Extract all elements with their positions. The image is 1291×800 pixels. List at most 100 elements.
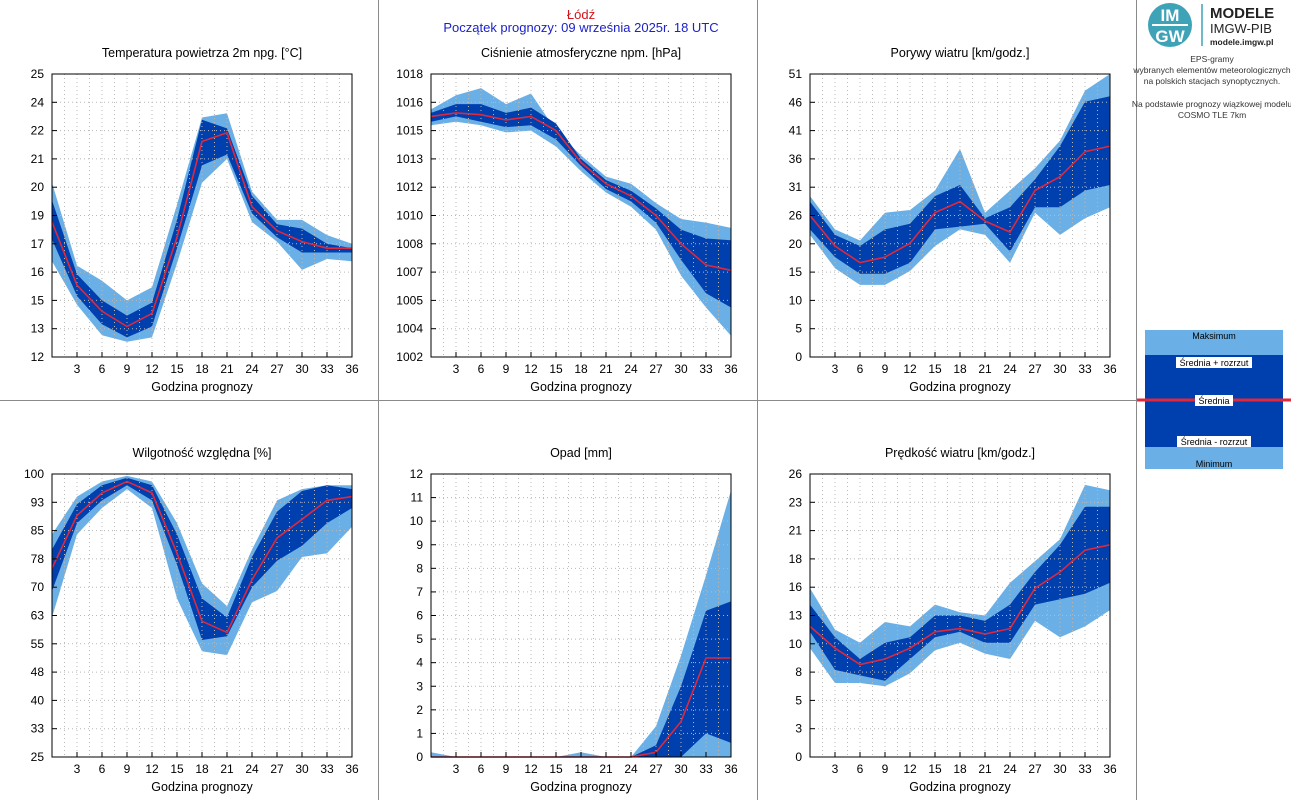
x-tick-label: 3 [453,762,460,776]
legend-min-label: Minimum [1196,459,1233,469]
chart-3: Porywy wiatru [km/godz.]3 6 9 12 15 18 21 24 27 3… [789,46,1117,394]
y-tick-label: 22 [31,124,45,138]
y-tick-label: 5 [416,632,423,646]
x-tick-label: 6 [857,362,864,376]
chart-4: Wilgotność względna [%]3 6 9 12 15 18 21 24 27 30… [24,446,359,794]
y-tick-label: 5 [795,693,802,707]
y-tick-label: 15 [789,265,803,279]
y-tick-label: 8 [795,665,802,679]
x-tick-label: 21 [220,362,234,376]
y-tick-label: 19 [31,209,45,223]
y-tick-label: 21 [31,152,45,166]
x-axis-label: Godzina prognozy [530,780,632,794]
x-axis-label: Godzina prognozy [909,380,1011,394]
y-tick-label: 1005 [396,293,423,307]
y-tick-label: 13 [31,322,45,336]
y-tick-label: 51 [789,67,803,81]
y-tick-label: 3 [416,679,423,693]
chart-5: Opad [mm]3 6 9 12 15 18 21 24 27 30 33 360123456789… [410,446,738,794]
chart-title: Prędkość wiatru [km/godz.] [885,446,1035,460]
x-tick-label: 12 [145,762,159,776]
info-line5: COSMO TLE 7km [1178,110,1246,120]
x-tick-label: 33 [1078,762,1092,776]
y-tick-label: 100 [24,467,44,481]
x-tick-label: 9 [882,762,889,776]
y-tick-label: 1018 [396,67,423,81]
x-tick-label: 30 [1053,762,1067,776]
x-tick-label: 3 [74,362,81,376]
x-tick-label: 12 [524,362,538,376]
x-axis-label: Godzina prognozy [151,380,253,394]
y-tick-label: 0 [416,750,423,764]
y-tick-label: 20 [789,237,803,251]
x-tick-label: 18 [953,362,967,376]
logo-mark-top: IM [1161,6,1180,25]
x-tick-label: 21 [599,362,613,376]
x-tick-label: 9 [124,762,131,776]
y-tick-label: 23 [789,495,803,509]
x-tick-label: 24 [624,362,638,376]
logo-line1: MODELE [1210,5,1274,22]
x-tick-label: 12 [524,762,538,776]
x-tick-label: 21 [599,762,613,776]
y-tick-label: 15 [31,293,45,307]
y-tick-label: 1004 [396,322,423,336]
x-tick-label: 15 [928,362,942,376]
y-tick-label: 1010 [396,209,423,223]
y-tick-label: 13 [789,609,803,623]
y-tick-label: 1 [416,726,423,740]
x-tick-label: 33 [320,762,334,776]
chart-2: Ciśnienie atmosferyczne npm. [hPa]3 6 9 12 1… [396,46,738,394]
y-tick-label: 63 [31,609,45,623]
y-tick-label: 21 [789,524,803,538]
y-tick-label: 85 [31,524,45,538]
info-line3: na polskich stacjach synoptycznych. [1144,76,1281,86]
y-tick-label: 7 [416,585,423,599]
epsgram-canvas: Łódź Początek prognozy: 09 września 2025… [0,0,1291,800]
legend-mean-plus-label: Średnia + rozrzut [1180,357,1249,368]
chart-title: Ciśnienie atmosferyczne npm. [hPa] [481,46,681,60]
y-tick-label: 2 [416,703,423,717]
x-tick-label: 21 [978,762,992,776]
x-tick-label: 18 [953,762,967,776]
x-tick-label: 27 [270,762,284,776]
x-tick-label: 6 [857,762,864,776]
y-tick-label: 16 [789,580,803,594]
x-tick-label: 15 [549,362,563,376]
x-tick-label: 33 [1078,362,1092,376]
y-tick-label: 17 [31,237,45,251]
x-axis-label: Godzina prognozy [151,780,253,794]
imgw-logo[interactable]: IM GW MODELE IMGW-PIB modele.imgw.pl [1148,3,1274,47]
y-tick-label: 1012 [396,180,423,194]
y-tick-label: 36 [789,152,803,166]
y-tick-label: 70 [31,580,45,594]
y-tick-label: 24 [31,95,45,109]
y-tick-label: 1013 [396,152,423,166]
y-tick-label: 5 [795,322,802,336]
x-tick-label: 3 [832,362,839,376]
x-tick-label: 24 [1003,362,1017,376]
y-tick-label: 25 [31,67,45,81]
x-tick-label: 24 [245,762,259,776]
y-tick-label: 16 [31,265,45,279]
x-tick-label: 27 [1028,362,1042,376]
x-tick-label: 12 [145,362,159,376]
x-tick-label: 30 [674,762,688,776]
y-tick-label: 1007 [396,265,423,279]
x-tick-label: 18 [195,362,209,376]
x-tick-label: 33 [320,362,334,376]
y-tick-label: 0 [795,350,802,364]
x-tick-label: 12 [903,362,917,376]
legend: Maksimum Średnia + rozrzut Średnia Średn… [1137,330,1291,469]
x-axis-label: Godzina prognozy [909,780,1011,794]
logo-mark-bottom: GW [1155,27,1185,46]
x-tick-label: 30 [295,362,309,376]
logo-url: modele.imgw.pl [1210,37,1273,47]
chart-6: Prędkość wiatru [km/godz.]3 6 9 12 15 18 21 24 2… [789,446,1117,794]
y-tick-label: 40 [31,693,45,707]
x-tick-label: 6 [99,362,106,376]
y-tick-label: 6 [416,609,423,623]
y-tick-label: 10 [789,637,803,651]
logo-line2: IMGW-PIB [1210,21,1272,36]
x-tick-label: 3 [453,362,460,376]
